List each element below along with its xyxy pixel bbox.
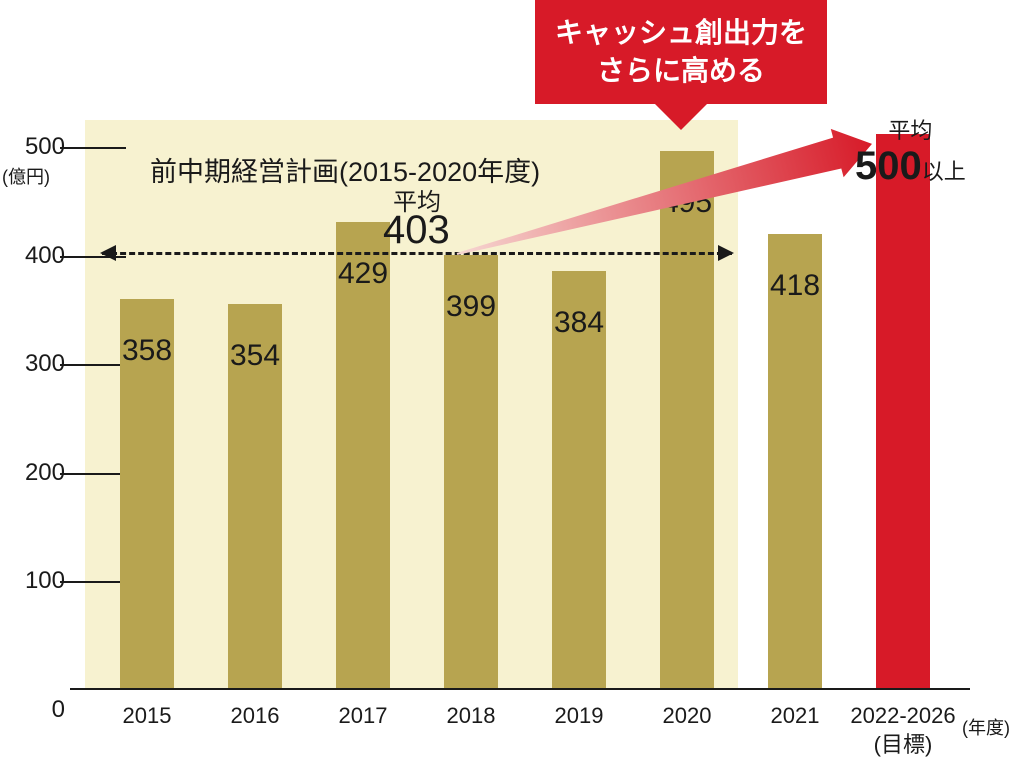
y-tick: [60, 473, 126, 475]
arrowhead-right-icon: [718, 245, 734, 261]
y-tick-label: 0: [15, 696, 65, 724]
bar: 3842019: [552, 271, 606, 688]
x-axis-label: 2018: [447, 702, 496, 731]
x-axis-label: 2016: [231, 702, 280, 731]
bar-value: 384: [554, 306, 604, 340]
x-axis-label: 2017: [339, 702, 388, 731]
y-tick-label: 100: [15, 567, 65, 595]
x-axis-label: 2021: [771, 702, 820, 731]
bar: 4182021: [768, 234, 822, 688]
plot-area: 0100200300400500358201535420164292017399…: [70, 120, 970, 690]
bar: 2022-2026(目標): [876, 134, 930, 688]
y-axis-unit: (億円): [2, 163, 50, 189]
bar: 3992018: [444, 255, 498, 688]
y-tick-label: 200: [15, 459, 65, 487]
target-value: 500: [855, 144, 922, 188]
y-tick: [60, 147, 126, 149]
callout-box: キャッシュ創出力を さらに高める: [535, 0, 827, 104]
x-axis-label: 2015: [123, 702, 172, 731]
bar-value: 429: [338, 257, 388, 291]
x-axis-label: 2019: [555, 702, 604, 731]
bar: 3582015: [120, 299, 174, 688]
bar-value: 418: [770, 269, 820, 303]
x-axis-unit: (年度): [962, 714, 1010, 740]
y-tick: [60, 256, 126, 258]
chart-container: (億円) 01002003004005003582015354201642920…: [0, 0, 1018, 780]
y-tick: [60, 581, 126, 583]
callout-line-2: さらに高める: [597, 55, 765, 86]
target-label: 平均 500以上: [855, 118, 966, 189]
callout-line-1: キャッシュ創出力を: [555, 17, 807, 48]
x-axis-label: 2022-2026(目標): [850, 702, 955, 759]
bar: 3542016: [228, 304, 282, 688]
y-tick-label: 400: [15, 242, 65, 270]
bar-value: 354: [230, 339, 280, 373]
average-value: 403: [383, 208, 450, 253]
plan-title: 前中期経営計画(2015-2020年度): [150, 150, 540, 189]
y-tick: [60, 364, 126, 366]
bar: 4952020: [660, 151, 714, 688]
arrowhead-left-icon: [100, 245, 116, 261]
callout-pointer-icon: [655, 104, 707, 130]
y-tick-label: 300: [15, 350, 65, 378]
x-axis-label: 2020: [663, 702, 712, 731]
target-prefix: 平均: [855, 118, 966, 143]
bar-value: 399: [446, 290, 496, 324]
target-suffix: 以上: [922, 159, 966, 184]
y-tick-label: 500: [15, 133, 65, 161]
bar-value: 358: [122, 334, 172, 368]
bar: 4292017: [336, 222, 390, 688]
